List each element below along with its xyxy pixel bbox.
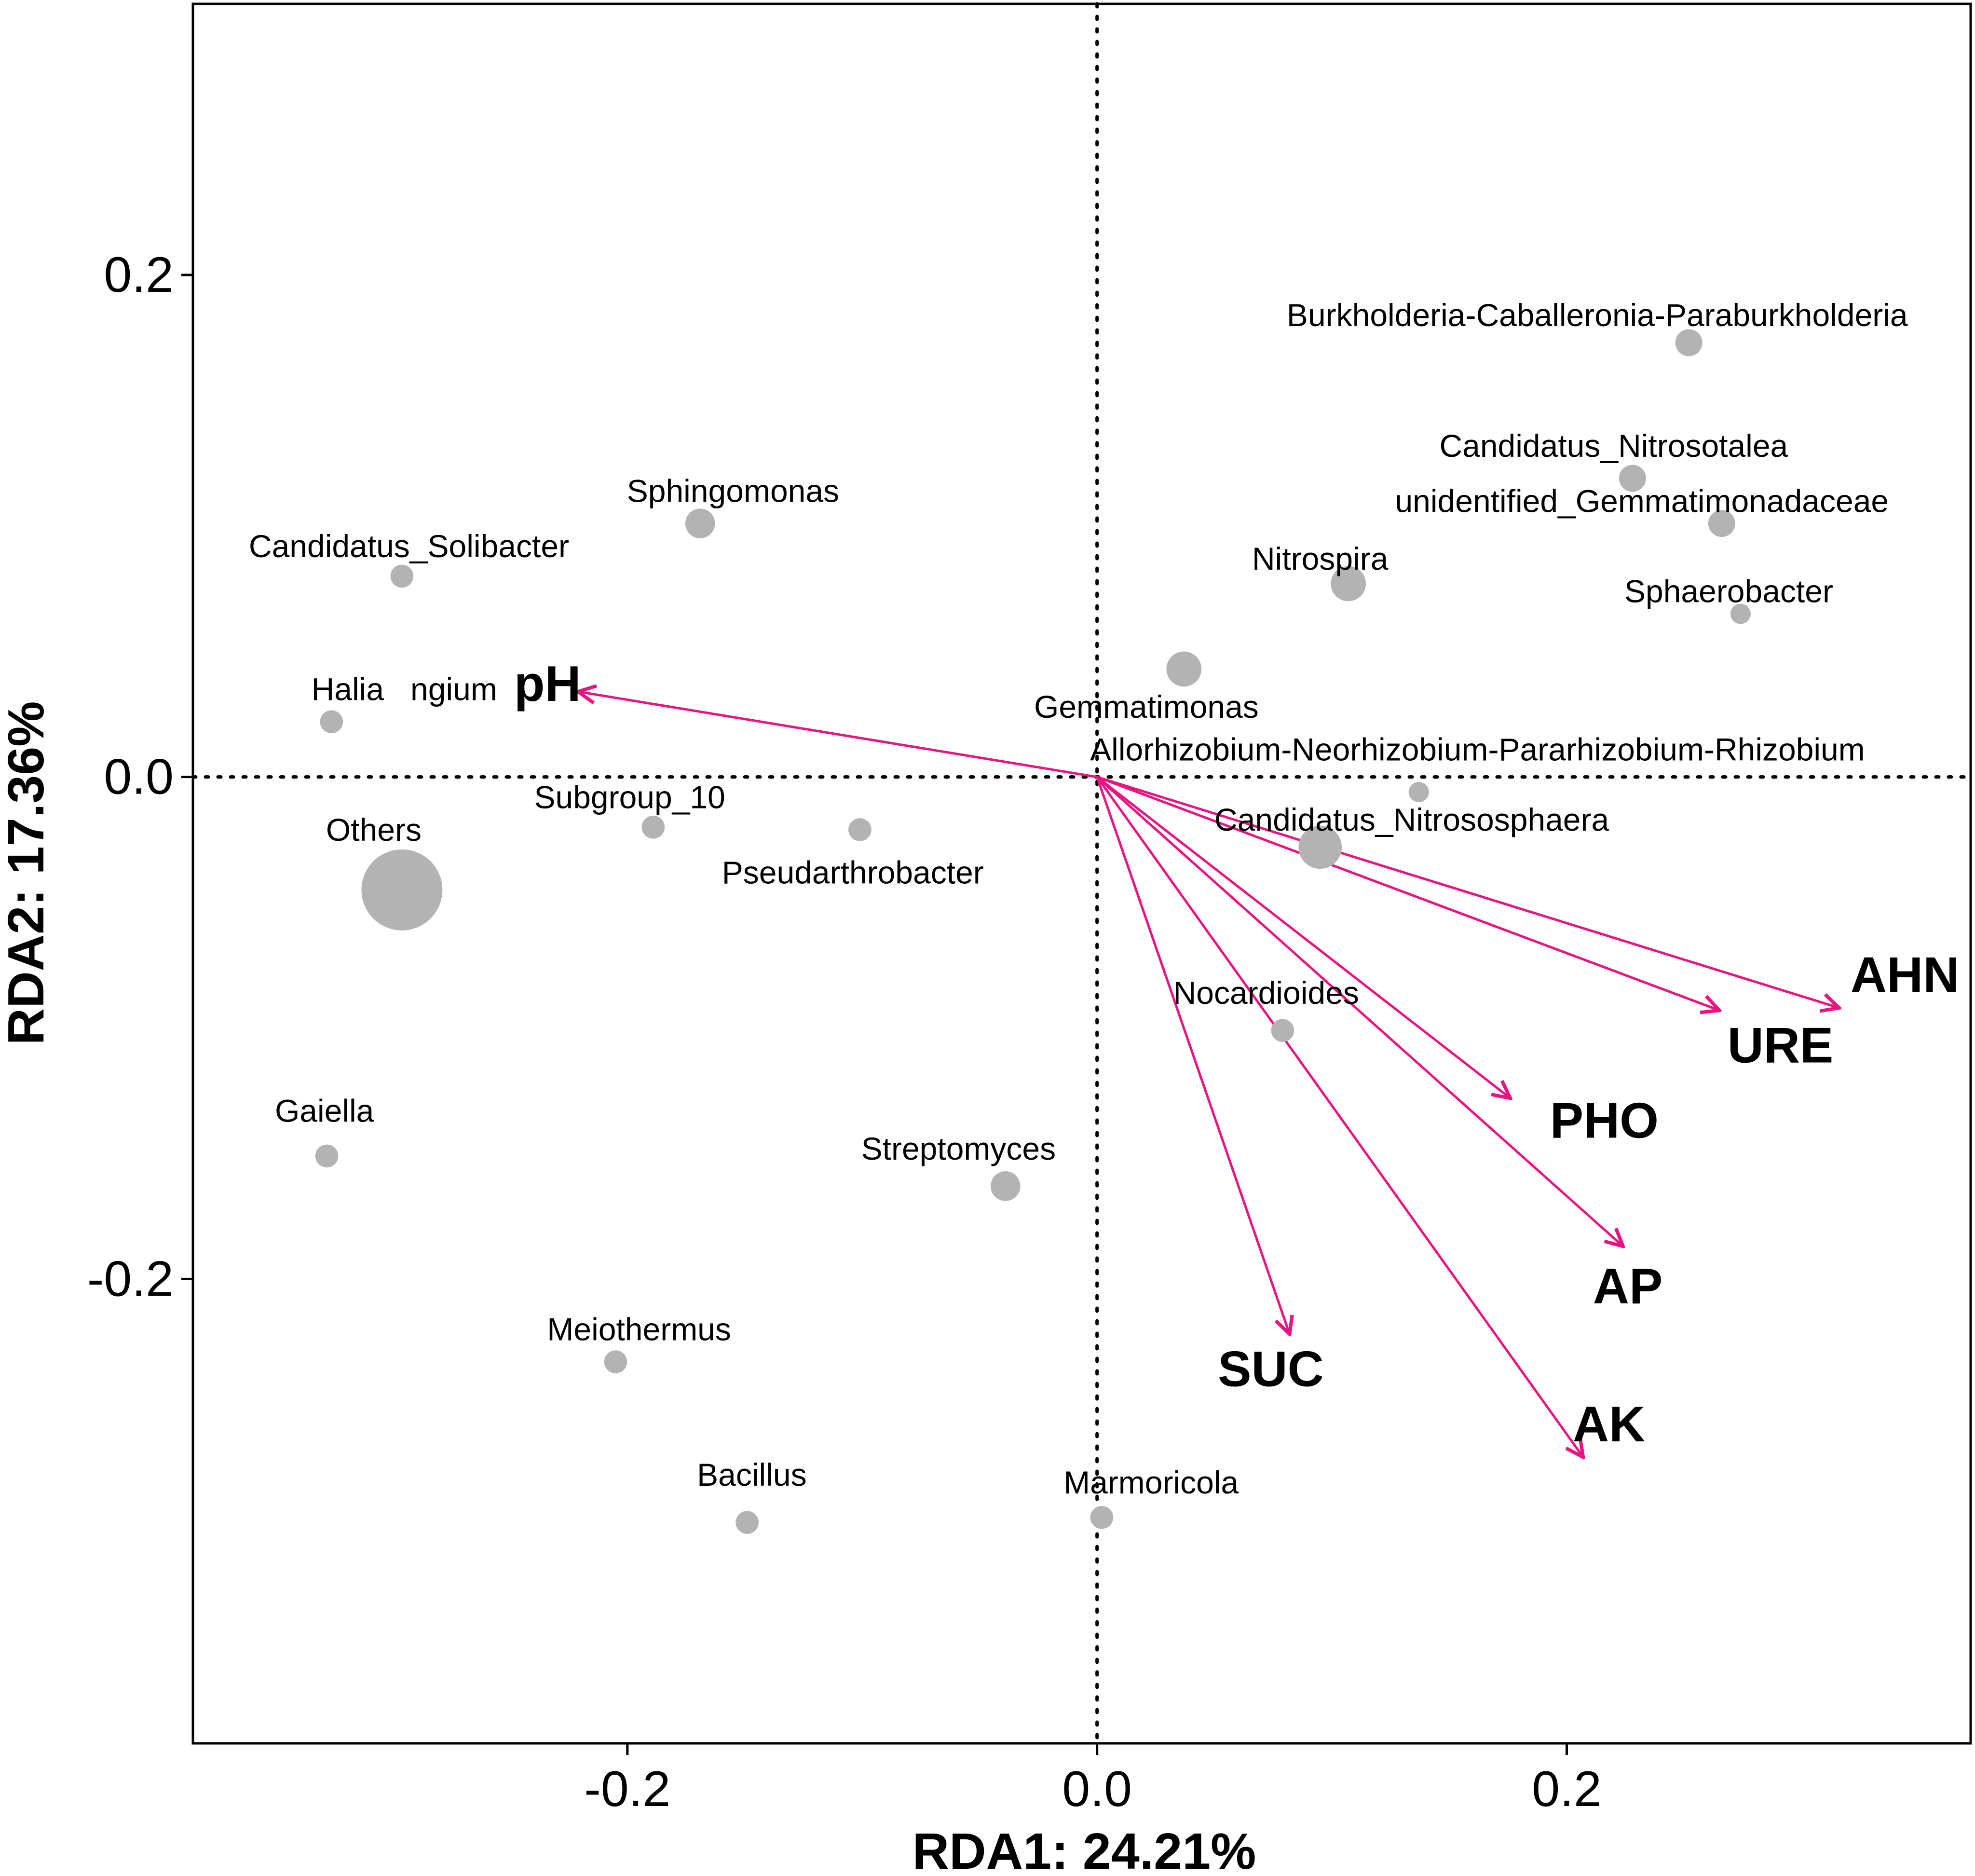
axis-ticks: -0.2 0.0 0.2 -0.2 0.0 0.2 bbox=[87, 247, 1602, 1817]
label-gaiella: Gaiella bbox=[275, 1093, 374, 1129]
reference-lines bbox=[191, 2, 1973, 1745]
arrow-ak bbox=[1096, 776, 1583, 1457]
point-marmoricola bbox=[1090, 1506, 1114, 1529]
y-tick-label: 0.0 bbox=[104, 749, 174, 805]
y-tick-label: -0.2 bbox=[87, 1251, 174, 1307]
y-axis-title: RDA2: 17.36% bbox=[0, 701, 54, 1045]
point-pseudarthrobacter bbox=[848, 818, 872, 841]
label-candidatus-nitrosotalea: Candidatus_Nitrosotalea bbox=[1439, 428, 1788, 464]
point-gemmatimonas bbox=[1166, 651, 1202, 687]
point-halia-ngium bbox=[320, 710, 343, 733]
env-label-ahn: AHN bbox=[1851, 947, 1959, 1003]
genus-points bbox=[315, 329, 1751, 1534]
env-label-ap: AP bbox=[1593, 1259, 1662, 1315]
label-streptomyces: Streptomyces bbox=[861, 1131, 1056, 1166]
arrow-pho bbox=[1096, 776, 1511, 1098]
label-halia-ngium: Halia ngium bbox=[312, 671, 497, 707]
env-label-pho: PHO bbox=[1550, 1093, 1659, 1149]
point-others bbox=[361, 849, 443, 931]
plot-panel-border bbox=[191, 2, 1972, 1745]
arrow-ahn bbox=[1096, 776, 1839, 1008]
label-candidatus-solibacter: Candidatus_Solibacter bbox=[249, 528, 569, 564]
x-axis-title: RDA1: 24.21% bbox=[913, 1823, 1256, 1876]
environment-labels: pH AHN URE PHO AP SUC AK bbox=[514, 656, 1959, 1452]
point-burkholderia-caballeronia-paraburkholderia bbox=[1675, 329, 1703, 356]
label-subgroup-10: Subgroup_10 bbox=[534, 779, 725, 815]
label-pseudarthrobacter: Pseudarthrobacter bbox=[722, 854, 984, 890]
label-marmoricola: Marmoricola bbox=[1063, 1465, 1239, 1500]
arrow-ure bbox=[1096, 776, 1719, 1011]
point-sphingomonas bbox=[685, 508, 715, 538]
arrow-suc bbox=[1096, 776, 1290, 1334]
label-candidatus-nitrososphaera: Candidatus_Nitrososphaera bbox=[1214, 802, 1609, 837]
point-candidatus-nitrosotalea bbox=[1619, 465, 1646, 492]
point-nocardioides bbox=[1271, 1019, 1294, 1042]
label-allorhizobium-neorhizobium-pararhizobium-rhizobium: Allorhizobium-Neorhizobium-Pararhizobium… bbox=[1090, 731, 1865, 767]
label-bacillus: Bacillus bbox=[697, 1457, 806, 1493]
point-streptomyces bbox=[990, 1171, 1021, 1201]
env-label-suc: SUC bbox=[1218, 1342, 1324, 1397]
label-others: Others bbox=[326, 812, 422, 848]
env-label-ure: URE bbox=[1728, 1017, 1834, 1073]
label-sphaerobacter: Sphaerobacter bbox=[1624, 574, 1833, 609]
arrow-ap bbox=[1096, 776, 1623, 1246]
label-gemmatimonas: Gemmatimonas bbox=[1034, 689, 1259, 725]
point-candidatus-solibacter bbox=[390, 564, 414, 588]
point-sphaerobacter bbox=[1730, 603, 1751, 624]
point-meiothermus bbox=[604, 1350, 627, 1373]
x-tick-label: 0.0 bbox=[1062, 1761, 1132, 1817]
y-tick-label: 0.2 bbox=[104, 247, 174, 303]
point-gaiella bbox=[315, 1144, 339, 1168]
label-sphingomonas: Sphingomonas bbox=[627, 473, 839, 508]
label-nocardioides: Nocardioides bbox=[1173, 975, 1359, 1011]
label-nitrospira: Nitrospira bbox=[1252, 541, 1389, 576]
point-subgroup-10 bbox=[641, 815, 665, 839]
point-unidentified-gemmatimonadaceae bbox=[1708, 510, 1735, 537]
env-label-ph: pH bbox=[514, 656, 581, 712]
point-allorhizobium-neorhizobium-pararhizobium-rhizobium bbox=[1408, 781, 1429, 802]
point-candidatus-nitrososphaera bbox=[1298, 825, 1342, 869]
x-tick-label: 0.2 bbox=[1532, 1761, 1602, 1817]
label-unidentified-gemmatimonadaceae: unidentified_Gemmatimonadaceae bbox=[1395, 483, 1889, 519]
arrow-ph bbox=[578, 692, 1098, 779]
genus-labels: Burkholderia-Caballeronia-Paraburkholder… bbox=[249, 297, 1908, 1500]
x-tick-label: -0.2 bbox=[584, 1761, 670, 1817]
point-bacillus bbox=[736, 1511, 759, 1534]
plot-background bbox=[193, 4, 1971, 1743]
label-meiothermus: Meiothermus bbox=[547, 1311, 731, 1347]
label-burkholderia-caballeronia-paraburkholderia: Burkholderia-Caballeronia-Paraburkholder… bbox=[1287, 297, 1908, 333]
point-nitrospira bbox=[1331, 566, 1366, 602]
env-label-ak: AK bbox=[1573, 1397, 1645, 1452]
environment-arrows bbox=[578, 692, 1839, 1457]
